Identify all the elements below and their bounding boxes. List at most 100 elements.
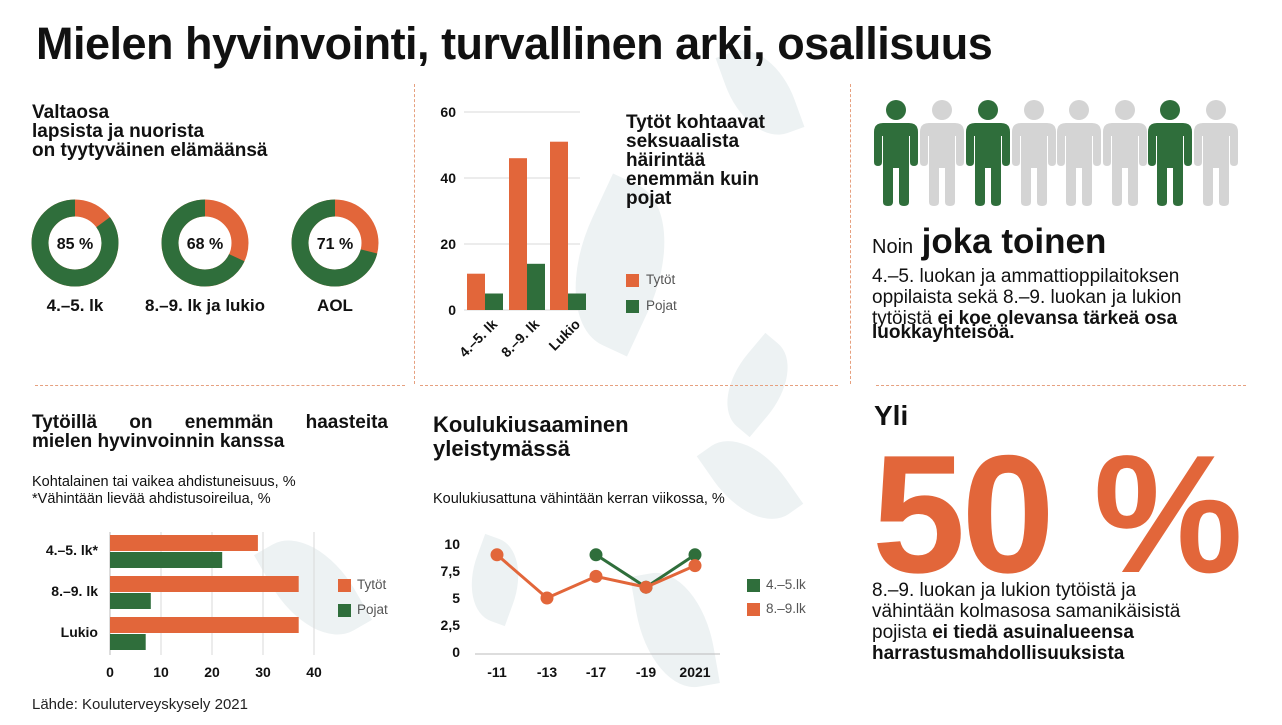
person-body (874, 123, 918, 206)
anxiety-title: Tytöillä on enemmän haasteita mielen hyv… (32, 412, 388, 452)
person-head (1160, 100, 1180, 120)
horizontal-divider (876, 385, 1246, 386)
legend-label-boys: Pojat (646, 298, 677, 313)
donut-value-arc (291, 199, 379, 287)
person-icon (1103, 100, 1147, 206)
x-tick-label: 10 (153, 664, 169, 680)
x-tick-label: 8.–9. lk (498, 316, 542, 360)
participation-prefix: Noin (872, 236, 914, 258)
hobbies-prefix: Yli (874, 400, 909, 431)
donut-value-arc (31, 199, 119, 287)
donut-label: 8.–9. lk ja lukio (144, 296, 265, 315)
donut-center-label: 68 % (187, 236, 223, 253)
data-point-8-9-lk (639, 580, 653, 594)
participation-highlight: joka toinen (921, 222, 1107, 261)
bar-girls (550, 141, 568, 310)
data-point-8-9-lk (688, 559, 702, 573)
y-tick-label: 5 (452, 590, 460, 606)
participation-headline: Noin joka toinen (872, 222, 1106, 262)
x-tick-label: Lukio (545, 316, 583, 354)
person-head (886, 100, 906, 120)
x-tick-label: 40 (306, 664, 322, 680)
person-body (1103, 123, 1147, 206)
person-body (920, 123, 964, 206)
person-icon (1148, 100, 1192, 206)
x-tick-label: 4.–5. lk (456, 316, 500, 360)
donut-label: AOL (317, 296, 353, 315)
legend-label-boys: Pojat (357, 602, 388, 617)
bar-girls (110, 535, 258, 551)
background-leaf (696, 421, 804, 539)
person-icon (966, 100, 1010, 206)
hobbies-big-number: 50 % (872, 420, 1243, 608)
legend-label-8-9-lk: 8.–9.lk (766, 601, 806, 616)
legend-swatch-boys (338, 604, 351, 617)
data-point-4-5-lk (589, 548, 603, 562)
person-head (932, 100, 952, 120)
legend-swatch-girls (338, 579, 351, 592)
source-note: Lähde: Kouluterveyskysely 2021 (32, 696, 248, 713)
donut-value-arc (161, 199, 249, 287)
participation-text: 4.–5. luokan ja ammattioppilaitoksen opp… (872, 266, 1182, 343)
x-tick-label: -11 (487, 664, 507, 680)
x-tick-label: -13 (537, 664, 557, 680)
person-body (1057, 123, 1101, 206)
bar-girls (110, 576, 299, 592)
person-head (1069, 100, 1089, 120)
person-icon (1057, 100, 1101, 206)
legend-label-4-5-lk: 4.–5.lk (766, 577, 806, 592)
harassment-title: Tytöt kohtaavat seksuaalista häirintää e… (626, 112, 766, 209)
x-tick-label: 20 (204, 664, 220, 680)
person-body (966, 123, 1010, 206)
bar-girls (110, 617, 299, 633)
person-icon (874, 100, 918, 206)
vertical-divider (414, 84, 415, 384)
hobbies-text: 8.–9. luokan ja lukion tytöistä ja vähin… (872, 580, 1181, 664)
person-body (1012, 123, 1056, 206)
x-tick-label: 0 (106, 664, 114, 680)
person-head (1024, 100, 1044, 120)
bar-boys (485, 293, 503, 310)
legend-swatch-8-9-lk (747, 603, 760, 616)
page-title: Mielen hyvinvointi, turvallinen arki, os… (36, 18, 993, 69)
bullying-title: Koulukiusaaminen yleistymässä (433, 412, 629, 461)
vertical-divider (850, 84, 851, 384)
donut-center-label: 85 % (57, 236, 93, 253)
data-point-4-5-lk (688, 548, 702, 562)
y-category-label: 4.–5. lk* (46, 542, 99, 558)
legend-label-girls: Tytöt (357, 577, 387, 592)
bar-boys (568, 293, 586, 310)
y-tick-label: 40 (440, 170, 456, 186)
anxiety-subtitle: Kohtalainen tai vaikea ahdistuneisuus, %… (32, 474, 296, 507)
person-icon (1194, 100, 1238, 206)
y-tick-label: 60 (440, 104, 456, 120)
donut-center-label: 71 % (317, 236, 353, 253)
bullying-line-chart: 0 2,5 5 7,5 10 -11 -13 -17 -19 2021 (441, 536, 720, 680)
x-tick-label: 30 (255, 664, 271, 680)
y-category-label: Lukio (61, 624, 98, 640)
x-tick-label: -19 (636, 664, 656, 680)
bar-girls (467, 273, 485, 310)
data-point-8-9-lk (540, 591, 554, 605)
bar-boys (110, 634, 146, 650)
legend-label-girls: Tytöt (646, 272, 676, 287)
person-head (1115, 100, 1135, 120)
legend-swatch-girls (626, 274, 639, 287)
y-tick-label: 20 (440, 236, 456, 252)
x-tick-label: -17 (586, 664, 606, 680)
data-point-8-9-lk (490, 548, 504, 562)
horizontal-divider (420, 385, 838, 386)
satisfaction-donut-chart: 85 % 68 % 71 % (31, 199, 379, 287)
person-icon (920, 100, 964, 206)
person-head (1206, 100, 1226, 120)
y-tick-label: 0 (448, 302, 456, 318)
legend-swatch-4-5-lk (747, 579, 760, 592)
bar-boys (110, 552, 223, 568)
bar-boys (110, 593, 151, 609)
person-body (1194, 123, 1238, 206)
y-category-label: 8.–9. lk (51, 583, 98, 599)
y-tick-label: 0 (452, 644, 460, 660)
person-body (1148, 123, 1192, 206)
satisfaction-title: Valtaosa lapsista ja nuorista on tyytyvä… (32, 102, 268, 161)
y-tick-label: 2,5 (441, 617, 461, 633)
